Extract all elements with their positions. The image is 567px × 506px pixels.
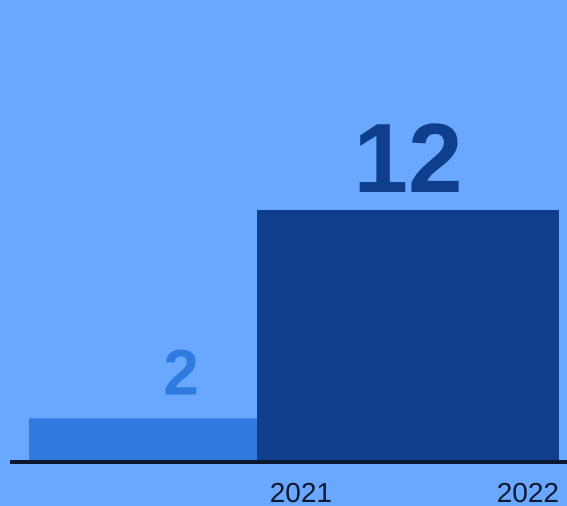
- x-tick-labels-layer: 2021 2022: [270, 477, 559, 506]
- x-tick-label-2022: 2022: [497, 477, 559, 506]
- bars-layer: [29, 210, 559, 460]
- value-label-2022: 12: [353, 103, 462, 213]
- value-labels-layer: 2 12: [163, 103, 462, 408]
- bar-2022: [257, 210, 559, 460]
- x-tick-label-2021: 2021: [270, 477, 332, 506]
- value-label-2021: 2: [163, 336, 199, 408]
